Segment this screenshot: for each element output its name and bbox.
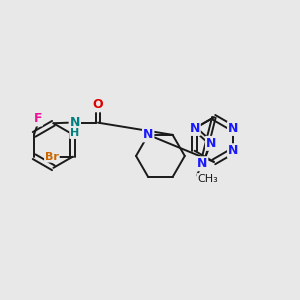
Text: N: N <box>189 122 200 135</box>
Text: H: H <box>70 128 80 138</box>
Text: N: N <box>143 128 153 141</box>
Text: N: N <box>70 116 80 129</box>
Text: N: N <box>197 157 207 170</box>
Text: N: N <box>206 137 216 150</box>
Text: F: F <box>33 112 42 125</box>
Text: O: O <box>93 98 103 111</box>
Text: Br: Br <box>45 152 59 162</box>
Text: N: N <box>228 122 238 135</box>
Text: N: N <box>228 144 238 157</box>
Text: CH₃: CH₃ <box>197 174 218 184</box>
